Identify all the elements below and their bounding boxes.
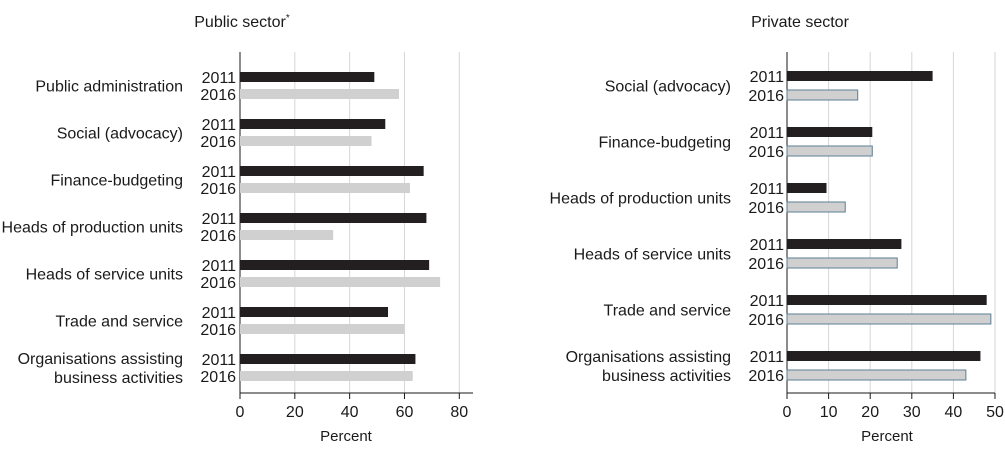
bar-2011 (787, 295, 987, 305)
bar-2011 (787, 71, 933, 81)
x-tick-label: 40 (341, 404, 359, 421)
x-tick-label: 0 (783, 404, 792, 421)
year-label: 2016 (200, 134, 236, 151)
x-tick-label: 0 (236, 404, 245, 421)
year-label: 2016 (748, 88, 784, 105)
bar-2011 (240, 213, 427, 223)
x-tick-label: 20 (861, 404, 879, 421)
x-tick-label: 60 (396, 404, 414, 421)
year-label: 2011 (202, 211, 237, 228)
year-label: 2016 (200, 369, 236, 386)
year-label: 2011 (202, 352, 237, 369)
bar-2016 (240, 89, 399, 99)
year-label: 2011 (750, 69, 785, 86)
bar-2011 (240, 119, 386, 129)
year-label: 2011 (202, 305, 237, 322)
year-label: 2016 (200, 181, 236, 198)
bar-2011 (240, 354, 416, 364)
chart-title: Private sector (751, 14, 849, 31)
bar-2016 (786, 257, 898, 269)
year-label: 2011 (202, 164, 237, 181)
category-label: business activities (602, 368, 731, 385)
bar-2011 (240, 72, 375, 82)
chart-title: Public sector* (194, 13, 290, 31)
x-tick-label: 10 (820, 404, 838, 421)
chart-panel-public: Public sector*0 20 40 60 80Percent20112016Pu… (2, 13, 473, 445)
year-label: 2016 (200, 87, 236, 104)
bar-2016 (786, 369, 967, 381)
category-label: Heads of service units (26, 267, 183, 284)
category-label: Social (advocacy) (605, 79, 731, 96)
x-tick-label: 30 (903, 404, 921, 421)
category-label: Organisations assisting (566, 349, 731, 366)
bar-2011 (787, 351, 981, 361)
year-label: 2016 (200, 322, 236, 339)
category-label: Social (advocacy) (57, 126, 183, 143)
bar-2016 (240, 230, 334, 240)
x-tick-label: 50 (986, 404, 1004, 421)
category-label: Finance-budgeting (50, 173, 183, 190)
bar-2011 (787, 239, 902, 249)
year-label: 2011 (750, 349, 785, 366)
year-label: 2016 (748, 368, 784, 385)
category-label: business activities (54, 370, 183, 387)
bar-2011 (787, 127, 873, 137)
bar-2011 (787, 183, 827, 193)
category-label: Organisations assisting (18, 351, 183, 368)
category-label: Trade and service (604, 303, 732, 320)
bar-2016 (786, 145, 873, 157)
bar-2016 (240, 324, 405, 334)
year-label: 2016 (748, 200, 784, 217)
year-label: 2011 (750, 125, 785, 142)
category-label: Heads of service units (574, 247, 731, 264)
category-label: Heads of production units (2, 220, 183, 237)
year-label: 2016 (200, 275, 236, 292)
bar-2011 (240, 260, 430, 270)
title-footnote-marker: * (286, 13, 290, 24)
x-tick-label: 40 (945, 404, 963, 421)
category-label: Heads of production units (550, 191, 731, 208)
x-tick-label: 80 (450, 404, 468, 421)
bar-2016 (240, 371, 413, 381)
bar-2016 (786, 313, 992, 325)
year-label: 2011 (750, 237, 785, 254)
category-label: Trade and service (56, 314, 184, 331)
bar-2016 (240, 136, 372, 146)
bar-2016 (786, 201, 846, 213)
bar-2016 (240, 277, 441, 287)
bar-2016 (786, 89, 859, 101)
chart-panel-private: Private sector 0 10 20 30 40 50 Percent 2011 2016… (550, 14, 1004, 445)
year-label: 2016 (748, 256, 784, 273)
year-label: 2011 (750, 181, 785, 198)
bar-2016 (240, 183, 410, 193)
year-label: 2016 (748, 144, 784, 161)
bar-2011 (240, 307, 389, 317)
x-tick-label: 20 (286, 404, 304, 421)
year-label: 2016 (748, 312, 784, 329)
bar-2011 (240, 166, 424, 176)
x-axis-label: Percent (320, 428, 373, 445)
x-axis-label: Percent (861, 428, 914, 445)
category-label: Public administration (35, 79, 183, 96)
year-label: 2011 (202, 117, 237, 134)
year-label: 2011 (750, 293, 785, 310)
category-label: Finance-budgeting (598, 135, 731, 152)
year-label: 2011 (202, 258, 237, 275)
year-label: 2011 (202, 70, 237, 87)
year-label: 2016 (200, 228, 236, 245)
